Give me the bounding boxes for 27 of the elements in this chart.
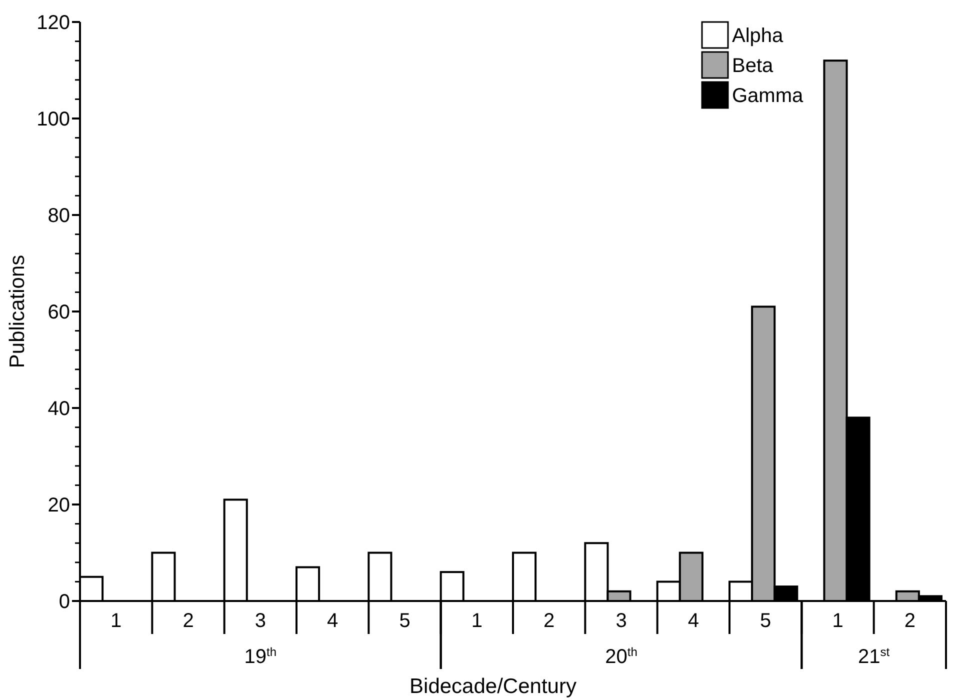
- x-tick-label: 3: [616, 610, 627, 632]
- x-tick-label: 5: [399, 610, 410, 632]
- x-tick-label: 5: [760, 610, 772, 632]
- y-tick-label: 20: [48, 494, 70, 516]
- text: 21$^{st}$: [858, 645, 890, 668]
- y-tick-label: 0: [58, 591, 70, 613]
- legend-label: Alpha: [732, 25, 784, 47]
- legend-label: Gamma: [732, 85, 804, 107]
- legend-label: Beta: [732, 55, 774, 77]
- x-tick-label: 1: [832, 610, 844, 632]
- text: 19$^{th}$: [244, 645, 277, 668]
- y-tick-label: 120: [36, 12, 70, 34]
- x-tick-label: 1: [471, 610, 482, 632]
- y-tick-label: 60: [48, 302, 70, 324]
- y-tick-label: 80: [48, 205, 70, 227]
- y-tick-label: 100: [36, 108, 70, 130]
- y-tick-label: 40: [48, 398, 70, 420]
- x-tick-label: 2: [904, 610, 916, 632]
- x-tick-label: 4: [327, 610, 338, 632]
- text: 20$^{th}$: [605, 645, 638, 668]
- x-tick-label: 2: [544, 610, 555, 632]
- x-tick-label: 2: [182, 610, 194, 632]
- x-tick-label: 1: [110, 610, 122, 632]
- x-tick-label: 4: [688, 610, 699, 632]
- y-axis-title: Publications: [6, 254, 29, 368]
- x-axis-title: Bidecade/Century: [410, 675, 577, 698]
- x-tick-label: 3: [254, 610, 266, 632]
